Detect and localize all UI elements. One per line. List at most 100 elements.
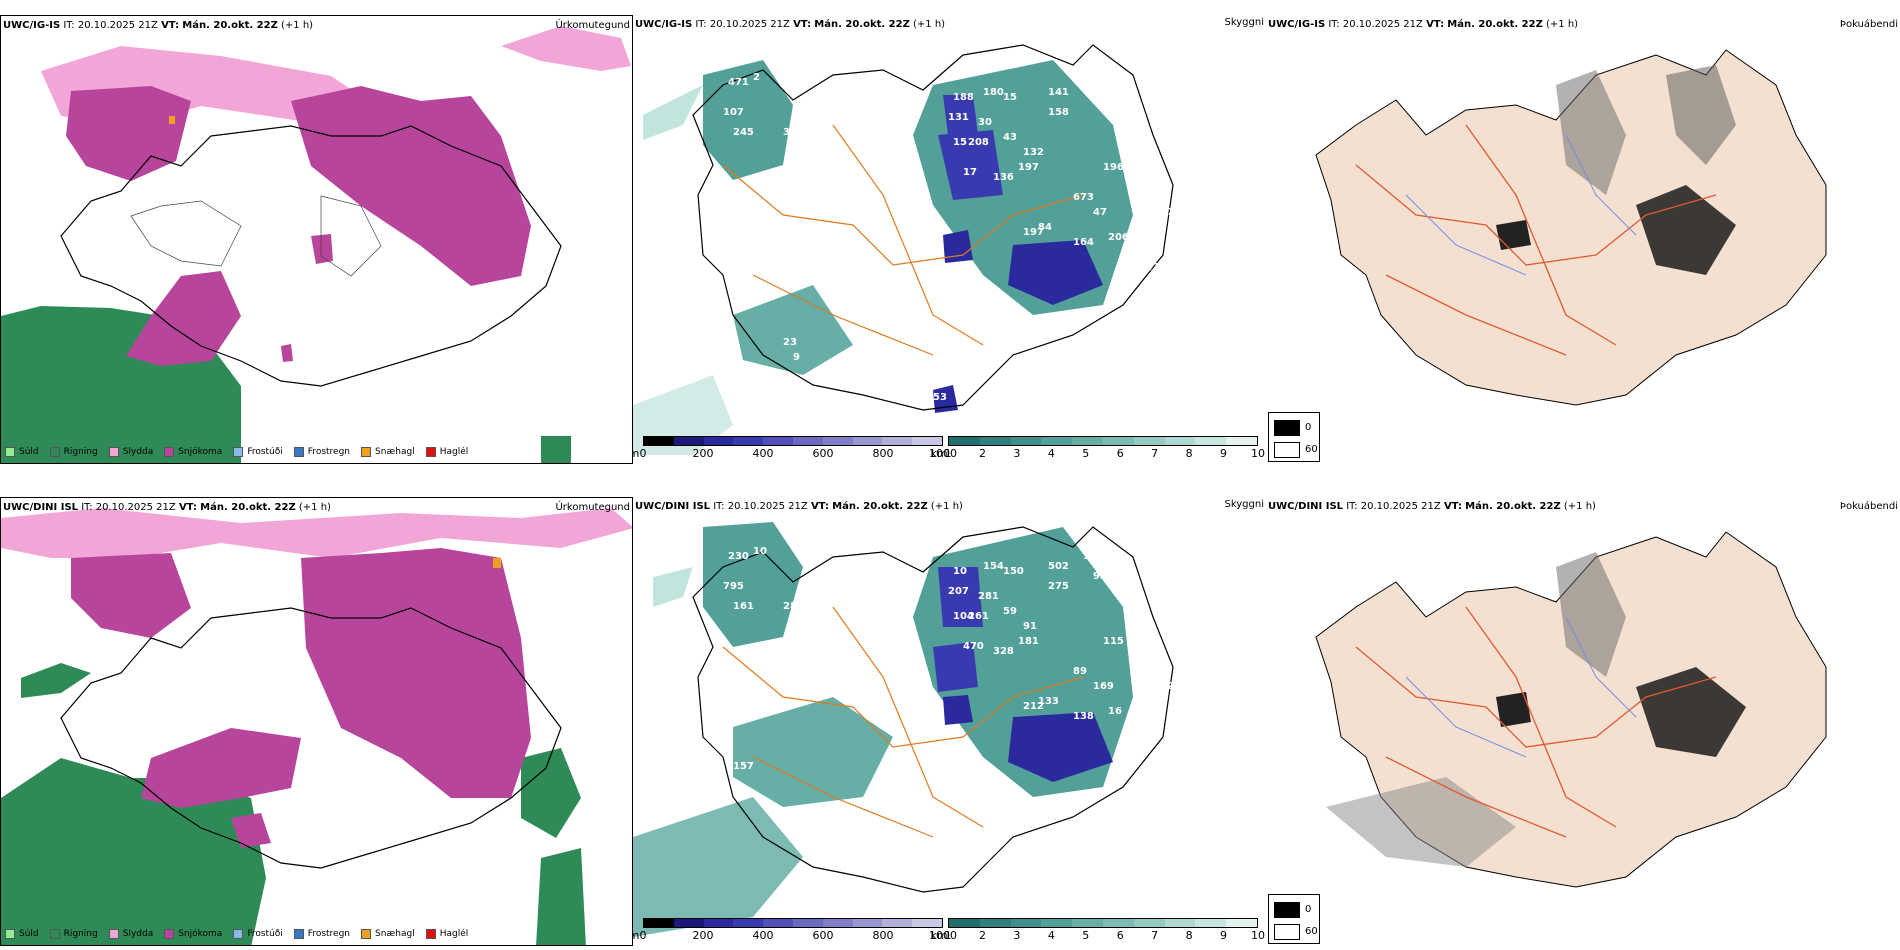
visibility-colorbar: km 1 2 3 4 5 6 7 8 9 10 [930, 436, 1265, 460]
fog-high-swatch [1274, 420, 1300, 436]
legend-swatch [108, 447, 119, 457]
colorbar-unit: km [930, 447, 948, 460]
colorbar-segment [792, 919, 823, 927]
colorbar-tick: 0 [639, 447, 647, 460]
colorbar-tick: 1 [944, 447, 952, 460]
colorbar-segment [733, 437, 764, 445]
fog-panel-row1: UWC/IG-IS IT: 20.10.2025 21Z VT: Mán. 20… [1266, 15, 1900, 464]
colorbar-unit: m [633, 447, 640, 460]
colorbar-segment [979, 919, 1011, 927]
cloud-base-value: 199 [1083, 551, 1104, 562]
cloud-base-value: 370 [783, 127, 804, 138]
legend-swatch [49, 929, 60, 939]
cloud-base-value: 240 [1113, 102, 1134, 113]
legend-swatch [425, 447, 436, 457]
colorbar-tick: 5 [1082, 929, 1090, 942]
colorbar-segment [882, 437, 913, 445]
legend-item: Haglél [425, 929, 468, 939]
panel-type-label: Úrkomutegund [555, 502, 630, 513]
colorbar-tick: 800 [872, 929, 894, 942]
cloud-base-value: 17 [963, 167, 977, 178]
cloud-base-value: 30 [978, 117, 992, 128]
cloud-base-value: 132 [1023, 147, 1044, 158]
legend-label: Snjókoma [178, 929, 223, 939]
colorbar-tick: 5 [1082, 447, 1090, 460]
legend-swatch [164, 929, 175, 939]
colorbar-segment [949, 919, 980, 927]
cloud-base-value: 133 [1038, 696, 1059, 707]
panel-type-label: Þokuábendi [1839, 501, 1898, 512]
cloud-base-value: 136 [993, 172, 1014, 183]
cloud-base-value: 78 [1138, 736, 1152, 747]
legend-swatch [108, 929, 119, 939]
teal-fog-nw [703, 60, 793, 180]
fog-legend: 0 60 [1268, 894, 1320, 944]
panel-title: UWC/DINI ISL IT: 20.10.2025 21Z VT: Mán.… [635, 501, 963, 512]
cloud-base-value: 84 [1038, 222, 1052, 233]
colorbar-segment [822, 919, 853, 927]
snow-area-west [71, 553, 191, 638]
legend-item: Súld [5, 929, 39, 939]
cloud-base-value: 9 [793, 352, 800, 363]
cloud-base-value: 104 [953, 611, 974, 622]
fog-low-label: 60 [1305, 926, 1318, 937]
legend-label: Rigning [63, 447, 98, 457]
cloud-base-value: 141 [1048, 87, 1069, 98]
cloud-base-value: 281 [978, 591, 999, 602]
cloud-base-value: 59 [1003, 606, 1017, 617]
cloud-base-value: 261 [968, 611, 989, 622]
colorbar-tick: 0 [639, 929, 647, 942]
cloud-base-value: 154 [983, 561, 1004, 572]
colorbar-ticks: m 0 200 400 600 800 1000 [633, 446, 957, 460]
colorbar-unit: km [930, 929, 948, 942]
legend-swatch [5, 447, 15, 457]
visibility-panel-row2: 230 10 795 161 289 110 10 154 150 207 281 261 104 59 4… [633, 497, 1266, 946]
panel-title: UWC/DINI ISL IT: 20.10.2025 21Z VT: Mán.… [3, 502, 331, 513]
colorbar-segment [852, 437, 883, 445]
precip-map-row1 [1, 16, 632, 463]
colorbar-tick: 4 [1047, 447, 1055, 460]
colorbar-segment [1041, 437, 1073, 445]
legend-swatch [164, 447, 175, 457]
cloud-base-value: 184 [1083, 77, 1104, 88]
colorbar-segment [1133, 919, 1165, 927]
colorbar-unit: m [633, 929, 640, 942]
cloud-base-value: 157 [733, 761, 754, 772]
visibility-colorbar: km 1 2 3 4 5 6 7 8 9 10 [930, 918, 1265, 942]
legend-item: Rigning [49, 447, 98, 457]
fog-low-swatch [1274, 442, 1300, 458]
colorbar-segment [852, 919, 883, 927]
cloud-base-value: 267 [1153, 207, 1174, 218]
panel-title: UWC/IG-IS IT: 20.10.2025 21Z VT: Mán. 20… [635, 19, 946, 30]
legend-item: Frostúði [233, 929, 283, 939]
colorbar-tick: 3 [1013, 447, 1021, 460]
cloud-base-value: 93 [1093, 571, 1107, 582]
colorbar-segment [792, 437, 823, 445]
colorbar-segment [763, 437, 793, 445]
colorbar-ticks: km 1 2 3 4 5 6 7 8 9 10 [930, 446, 1265, 460]
colorbar-tick: 7 [1151, 447, 1159, 460]
legend-item: Slydda [108, 929, 153, 939]
legend-swatch [293, 929, 304, 939]
teal-fog-nw [703, 522, 803, 647]
cloud-base-value: 150 [1003, 566, 1024, 577]
legend-label: Súld [19, 447, 39, 457]
cloudbase-colorbar: m 0 200 400 600 800 1000 [633, 918, 957, 942]
legend-label: Slydda [122, 447, 154, 457]
colorbar-tick: 200 [692, 929, 714, 942]
colorbar-tick: 600 [812, 929, 834, 942]
cloud-base-value: 138 [1073, 711, 1094, 722]
cloud-base-value: 197 [1023, 227, 1044, 238]
legend-swatch [361, 447, 372, 457]
colorbar-tick: 7 [1151, 929, 1159, 942]
legend-swatch [49, 447, 60, 457]
legend-label: Snæhagl [375, 929, 415, 939]
legend-item: Snæhagl [361, 929, 415, 939]
cloud-base-value: 134 [1158, 746, 1179, 757]
colorbar-ticks: km 1 2 3 4 5 6 7 8 9 10 [930, 928, 1265, 942]
colorbar-segment [1102, 437, 1134, 445]
cloud-base-value: 108 [1128, 247, 1149, 258]
cloud-base-value: 43 [1003, 132, 1017, 143]
